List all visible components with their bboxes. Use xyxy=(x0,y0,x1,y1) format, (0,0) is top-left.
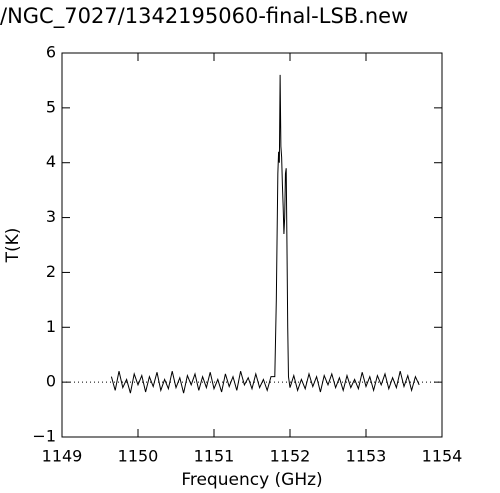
x-tick-label: 1150 xyxy=(118,447,159,466)
y-axis-label: T(K) xyxy=(3,228,23,264)
x-tick-label: 1152 xyxy=(270,447,311,466)
x-tick-label: 1151 xyxy=(194,447,235,466)
y-tick-label: 2 xyxy=(46,262,56,281)
x-axis-label: Frequency (GHz) xyxy=(181,470,322,490)
y-tick-label: 0 xyxy=(46,372,56,391)
x-tick-label: 1154 xyxy=(422,447,463,466)
x-tick-label: 1149 xyxy=(42,447,83,466)
y-tick-label: −1 xyxy=(32,427,56,446)
spectrum-line xyxy=(110,74,420,394)
y-tick-label: 6 xyxy=(46,43,56,62)
x-tick-label: 1153 xyxy=(346,447,387,466)
y-tick-label: 1 xyxy=(46,317,56,336)
plot-frame xyxy=(61,52,443,438)
y-tick-label: 4 xyxy=(46,152,56,171)
y-tick-label: 3 xyxy=(46,207,56,226)
y-tick-label: 5 xyxy=(46,97,56,116)
chart-title: /NGC_7027/1342195060-final-LSB.new xyxy=(0,4,408,29)
